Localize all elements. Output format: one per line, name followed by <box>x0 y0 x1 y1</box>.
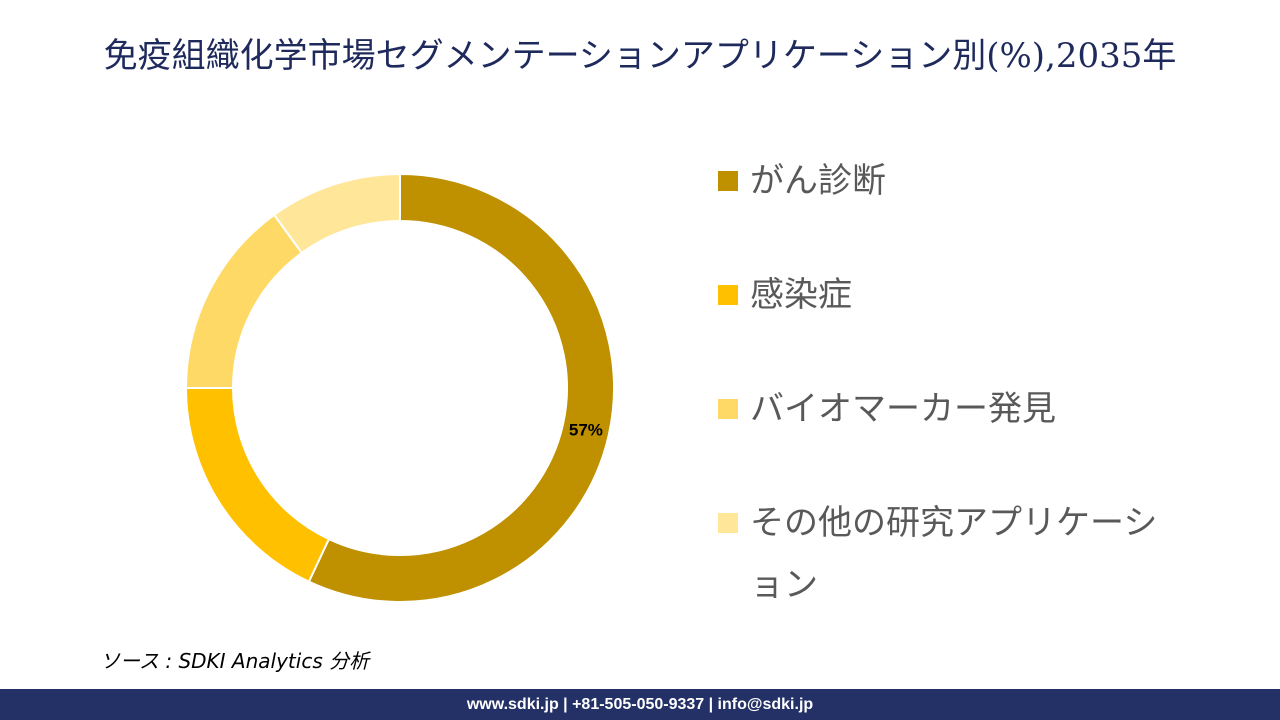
chart-title: 免疫組織化学市場セグメンテーションアプリケーション別(%),2035年 <box>103 36 1177 76</box>
legend-swatch <box>718 399 738 419</box>
legend-item-other-research: その他の研究アプリケーション <box>718 492 1180 616</box>
legend-item-biomarker-discovery: バイオマーカー発見 <box>718 378 1180 440</box>
data-label-cancer-diagnosis: 57% <box>569 421 603 440</box>
legend-swatch <box>718 171 738 191</box>
slice-infectious-disease <box>184 387 331 583</box>
legend-label: バイオマーカー発見 <box>750 389 1056 429</box>
source-note: ソース : SDKI Analytics 分析 <box>100 649 370 673</box>
legend-item-infectious-disease: 感染症 <box>718 264 1180 326</box>
legend-swatch <box>718 513 738 533</box>
legend-swatch <box>718 285 738 305</box>
legend-label: がん診断 <box>750 161 886 201</box>
slice-other-research <box>272 172 401 255</box>
legend-label: 感染症 <box>750 275 852 315</box>
legend-label: その他の研究アプリケーション <box>750 503 1158 605</box>
slice-cancer-diagnosis <box>307 172 615 603</box>
slice-biomarker-discovery <box>184 213 304 389</box>
donut-chart: 57% <box>184 172 615 603</box>
footer-contact-bar: www.sdki.jp | +81-505-050-9337 | info@sd… <box>0 689 1280 720</box>
legend-item-cancer-diagnosis: がん診断 <box>718 150 1180 212</box>
